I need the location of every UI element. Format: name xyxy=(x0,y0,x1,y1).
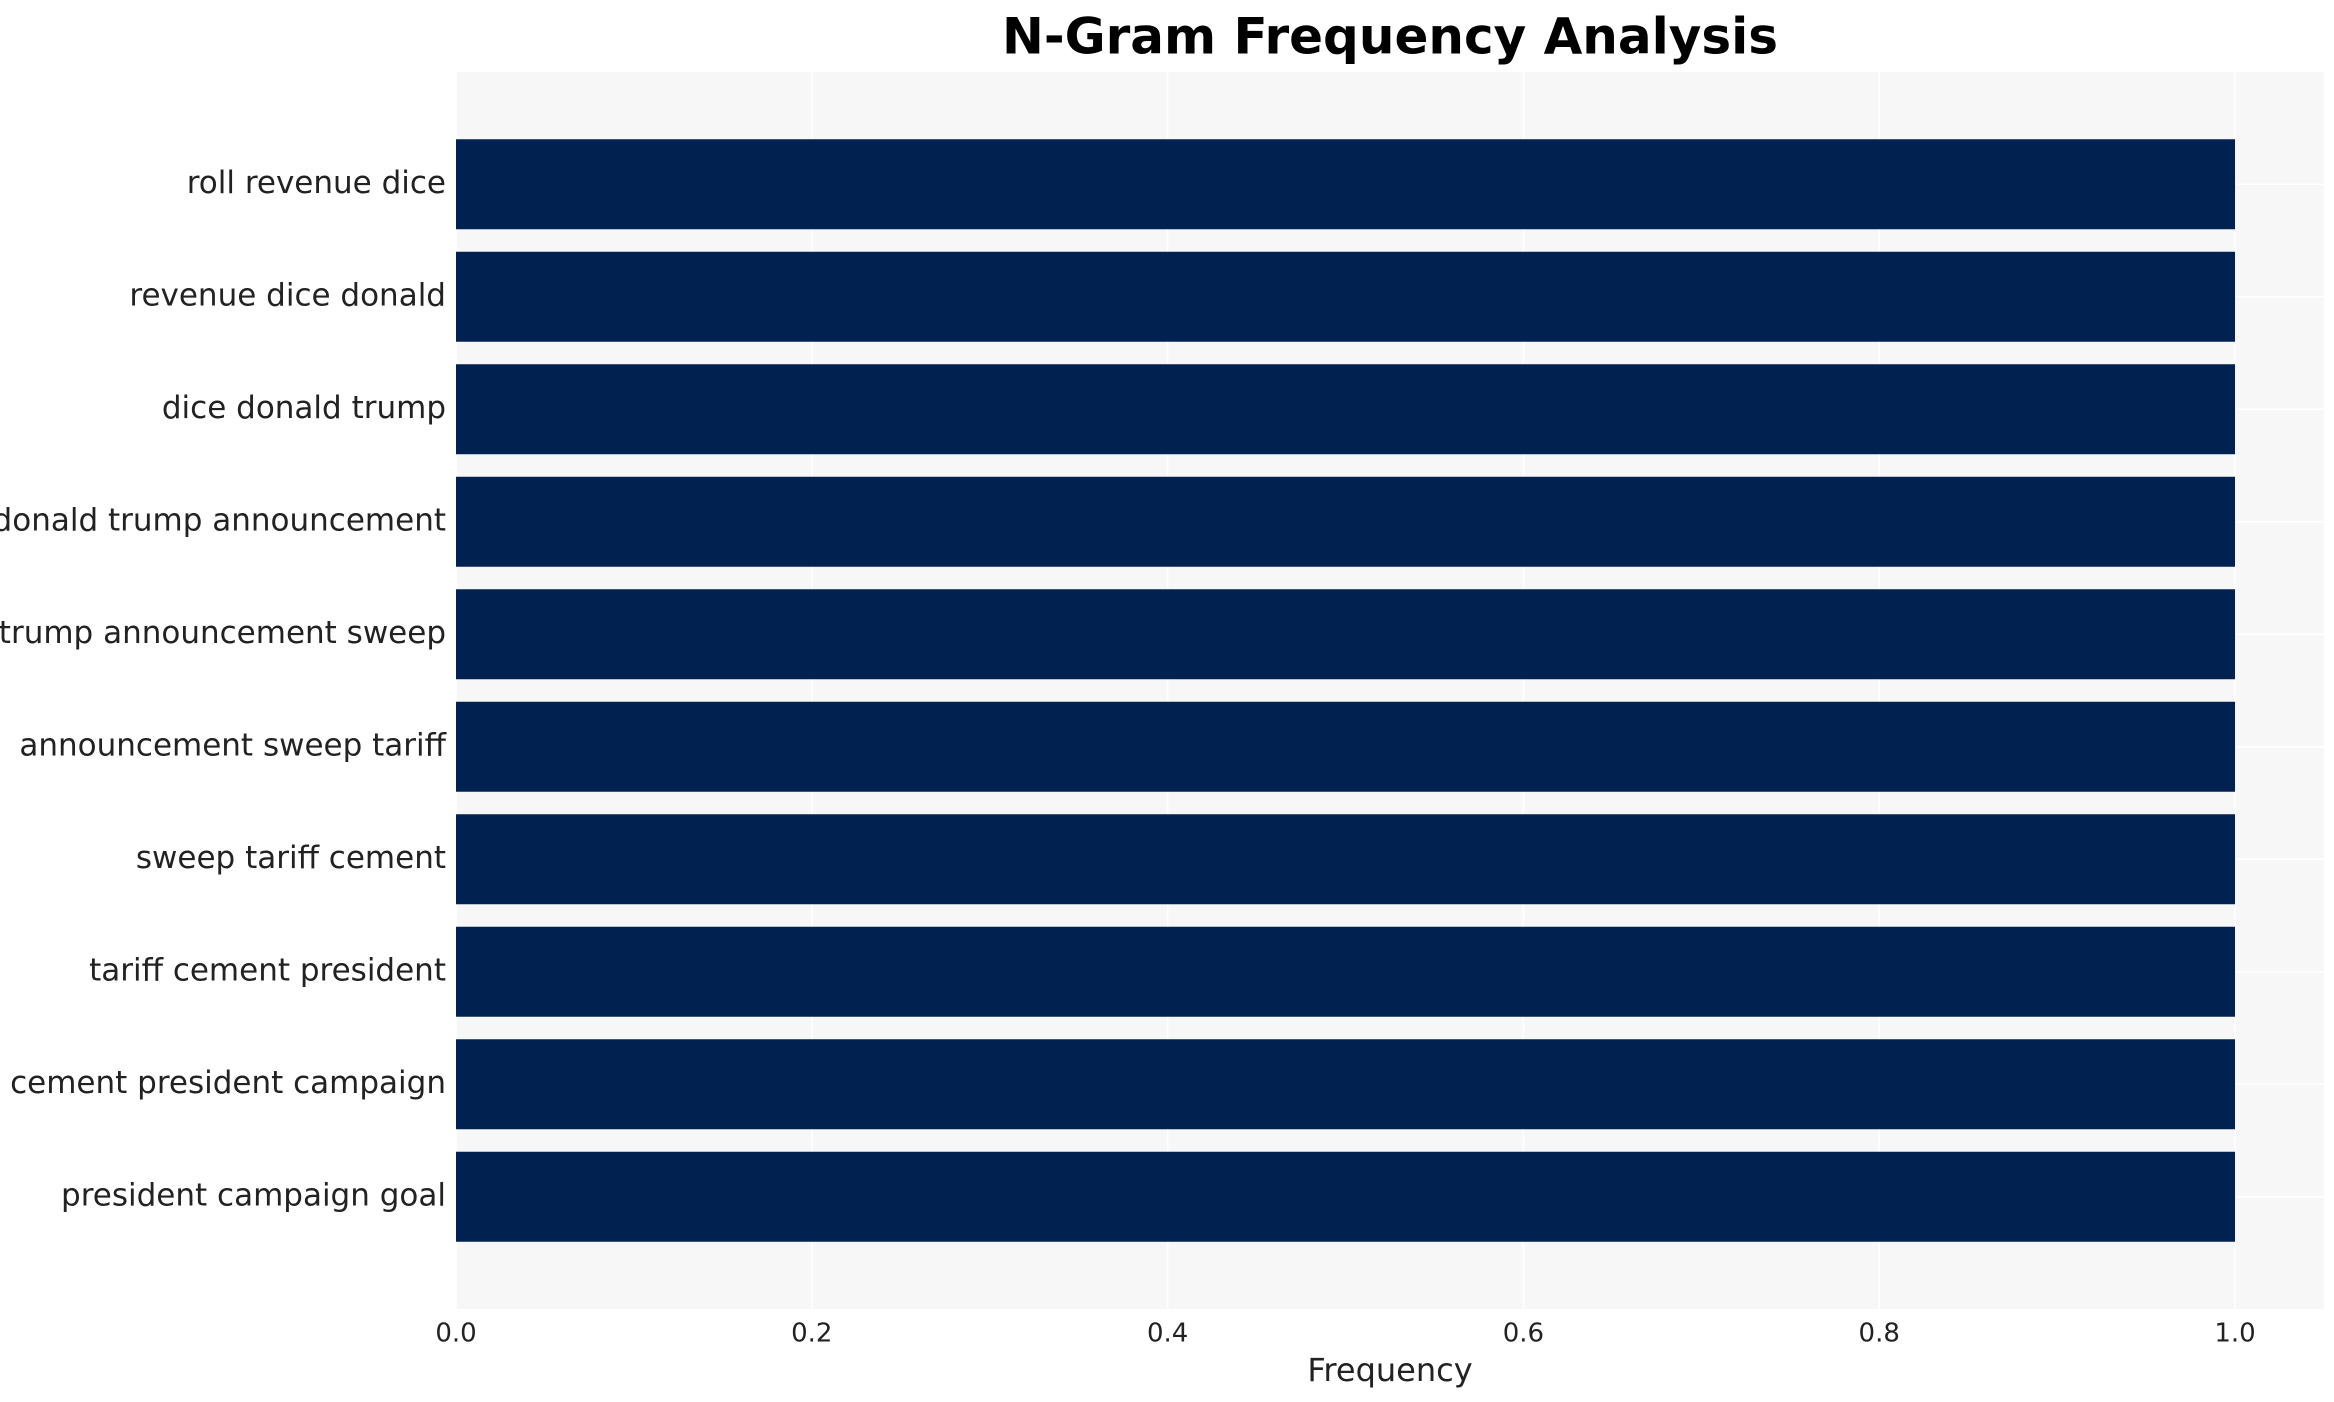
y-tick-label: trump announcement sweep xyxy=(0,615,446,651)
y-tick-label: announcement sweep tariff xyxy=(19,727,446,763)
x-axis-label: Frequency xyxy=(1307,1351,1472,1389)
y-tick-label: revenue dice donald xyxy=(129,277,446,313)
x-tick-label: 0.8 xyxy=(1859,1319,1900,1349)
bar xyxy=(456,476,2236,567)
bar xyxy=(456,139,2236,230)
x-tick-label: 0.4 xyxy=(1147,1319,1188,1349)
x-tick-label: 0.0 xyxy=(435,1319,476,1349)
y-tick-label: donald trump announcement xyxy=(0,502,446,538)
bar xyxy=(456,926,2236,1017)
y-tick-label: roll revenue dice xyxy=(187,165,446,201)
y-tick-label: tariff cement president xyxy=(89,952,446,988)
y-tick-label: cement president campaign xyxy=(10,1065,446,1101)
chart-title: N-Gram Frequency Analysis xyxy=(1002,8,1778,66)
y-tick-label: sweep tariff cement xyxy=(136,840,446,876)
bar xyxy=(456,251,2236,342)
bar xyxy=(456,701,2236,792)
bar xyxy=(456,1151,2236,1242)
y-tick-label: president campaign goal xyxy=(61,1177,446,1213)
x-tick-label: 1.0 xyxy=(2214,1319,2255,1349)
bar xyxy=(456,589,2236,680)
x-tick-label: 0.2 xyxy=(791,1319,832,1349)
bar xyxy=(456,1039,2236,1130)
x-tick-label: 0.6 xyxy=(1503,1319,1544,1349)
bar xyxy=(456,814,2236,905)
y-tick-label: dice donald trump xyxy=(162,390,446,426)
bar xyxy=(456,364,2236,455)
